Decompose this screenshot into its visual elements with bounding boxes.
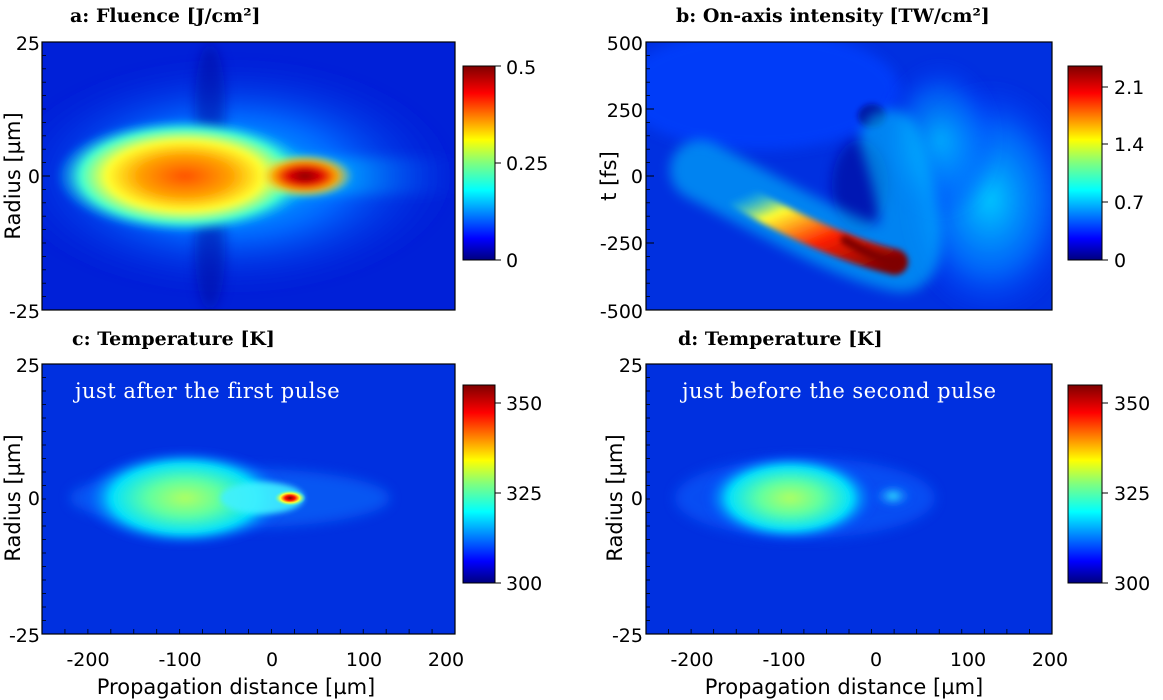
panel-b-ylabel: t [fs]: [597, 151, 621, 201]
panel-b-yticks: 500 250 0 -250 -500: [600, 33, 654, 323]
panel-c-xtick-100: 100: [346, 649, 382, 671]
panel-a-cbar-tick-max: 0.5: [506, 57, 536, 79]
panel-d-cbar-tick-325: 325: [1114, 483, 1150, 505]
panel-d-cbar-tick-300: 300: [1114, 573, 1150, 595]
panel-c-ytick-neg25: -25: [9, 625, 40, 647]
panel-c-ytick-0: 0: [28, 488, 40, 510]
panel-c-xtick-0: 0: [266, 649, 278, 671]
panel-b-ytick-250: 250: [607, 100, 643, 122]
panel-d: d: Temperature [K] just before the secon…: [603, 328, 1150, 699]
panel-d-annotation: just before the second pulse: [679, 379, 997, 403]
panel-b-ytick-500: 500: [607, 33, 643, 55]
panel-b-ytick-neg250: -250: [600, 233, 643, 255]
panel-a-ylabel: Radius [µm]: [1, 112, 25, 239]
panel-d-yticks: 25 0 -25: [612, 355, 643, 647]
panel-c-heatmap: [42, 364, 455, 634]
panel-a-ytick-neg25: -25: [9, 301, 40, 323]
panel-a-ytick-0: 0: [28, 166, 40, 188]
panel-a-cbar-tick-min: 0: [506, 250, 518, 272]
panel-a: a: Fluence [J/cm²] Radius [µm] 25 0 -25 …: [1, 5, 548, 323]
panel-b-cbar-tick-0: 0: [1114, 250, 1126, 272]
panel-d-cbar-tick-350: 350: [1114, 393, 1150, 415]
panel-d-ytick-neg25: -25: [612, 625, 643, 647]
panel-d-ytick-0: 0: [631, 488, 643, 510]
panel-c-cbar-tick-300: 300: [506, 573, 542, 595]
panel-c-ytick-25: 25: [16, 355, 40, 377]
panel-b-heatmap: [646, 42, 1052, 310]
panel-d-xtick-neg200: -200: [670, 649, 713, 671]
panel-a-ytick-25: 25: [16, 33, 40, 55]
panel-d-xtick-neg100: -100: [762, 649, 805, 671]
panel-c-title: c: Temperature [K]: [72, 328, 275, 350]
panel-a-cbar-tick-mid: 0.25: [506, 153, 548, 175]
panel-a-title: a: Fluence [J/cm²]: [70, 5, 261, 27]
panel-d-xlabel: Propagation distance [µm]: [705, 675, 983, 699]
panel-a-colorbar: 0.5 0.25 0: [462, 57, 548, 272]
panel-b-ytick-neg500: -500: [600, 301, 643, 323]
panel-c-xtick-neg100: -100: [158, 649, 201, 671]
panel-b-cbar-tick-2-1: 2.1: [1114, 77, 1144, 99]
panel-c: c: Temperature [K] just after the first …: [1, 328, 542, 699]
panel-b-colorbar: 2.1 1.4 0.7 0: [1067, 65, 1144, 272]
panel-c-colorbar: 350 325 300: [462, 384, 542, 595]
panel-b-ytick-0: 0: [631, 166, 643, 188]
panel-c-cbar-tick-350: 350: [506, 393, 542, 415]
panel-a-heatmap: [42, 42, 455, 310]
panel-d-ytick-25: 25: [619, 355, 643, 377]
panel-b-cbar-tick-0-7: 0.7: [1114, 192, 1144, 214]
panel-c-ylabel: Radius [µm]: [1, 434, 25, 561]
panel-c-xticks: -200 -100 0 100 200: [66, 649, 464, 671]
minor-ticks: [42, 55, 1030, 634]
panel-b-title: b: On-axis intensity [TW/cm²]: [676, 5, 990, 27]
panel-a-yticks: 25 0 -25: [9, 33, 50, 323]
panel-c-xlabel: Propagation distance [µm]: [97, 675, 375, 699]
panel-d-heatmap: [646, 364, 1052, 634]
panel-d-xtick-0: 0: [870, 649, 882, 671]
panel-d-title: d: Temperature [K]: [678, 328, 883, 350]
panel-d-xticks: -200 -100 0 100 200: [670, 649, 1068, 671]
panel-d-xtick-200: 200: [1032, 649, 1068, 671]
panel-c-xtick-neg200: -200: [66, 649, 109, 671]
panel-d-ylabel: Radius [µm]: [603, 434, 627, 561]
panel-c-yticks: 25 0 -25: [9, 355, 40, 647]
panel-d-colorbar: 350 325 300: [1067, 384, 1150, 595]
panel-c-xtick-200: 200: [428, 649, 464, 671]
panel-d-xtick-100: 100: [950, 649, 986, 671]
panel-b: b: On-axis intensity [TW/cm²] t [fs] 500…: [597, 5, 1144, 323]
panel-c-annotation: just after the first pulse: [72, 379, 340, 403]
panel-b-cbar-tick-1-4: 1.4: [1114, 134, 1144, 156]
panel-c-cbar-tick-325: 325: [506, 483, 542, 505]
